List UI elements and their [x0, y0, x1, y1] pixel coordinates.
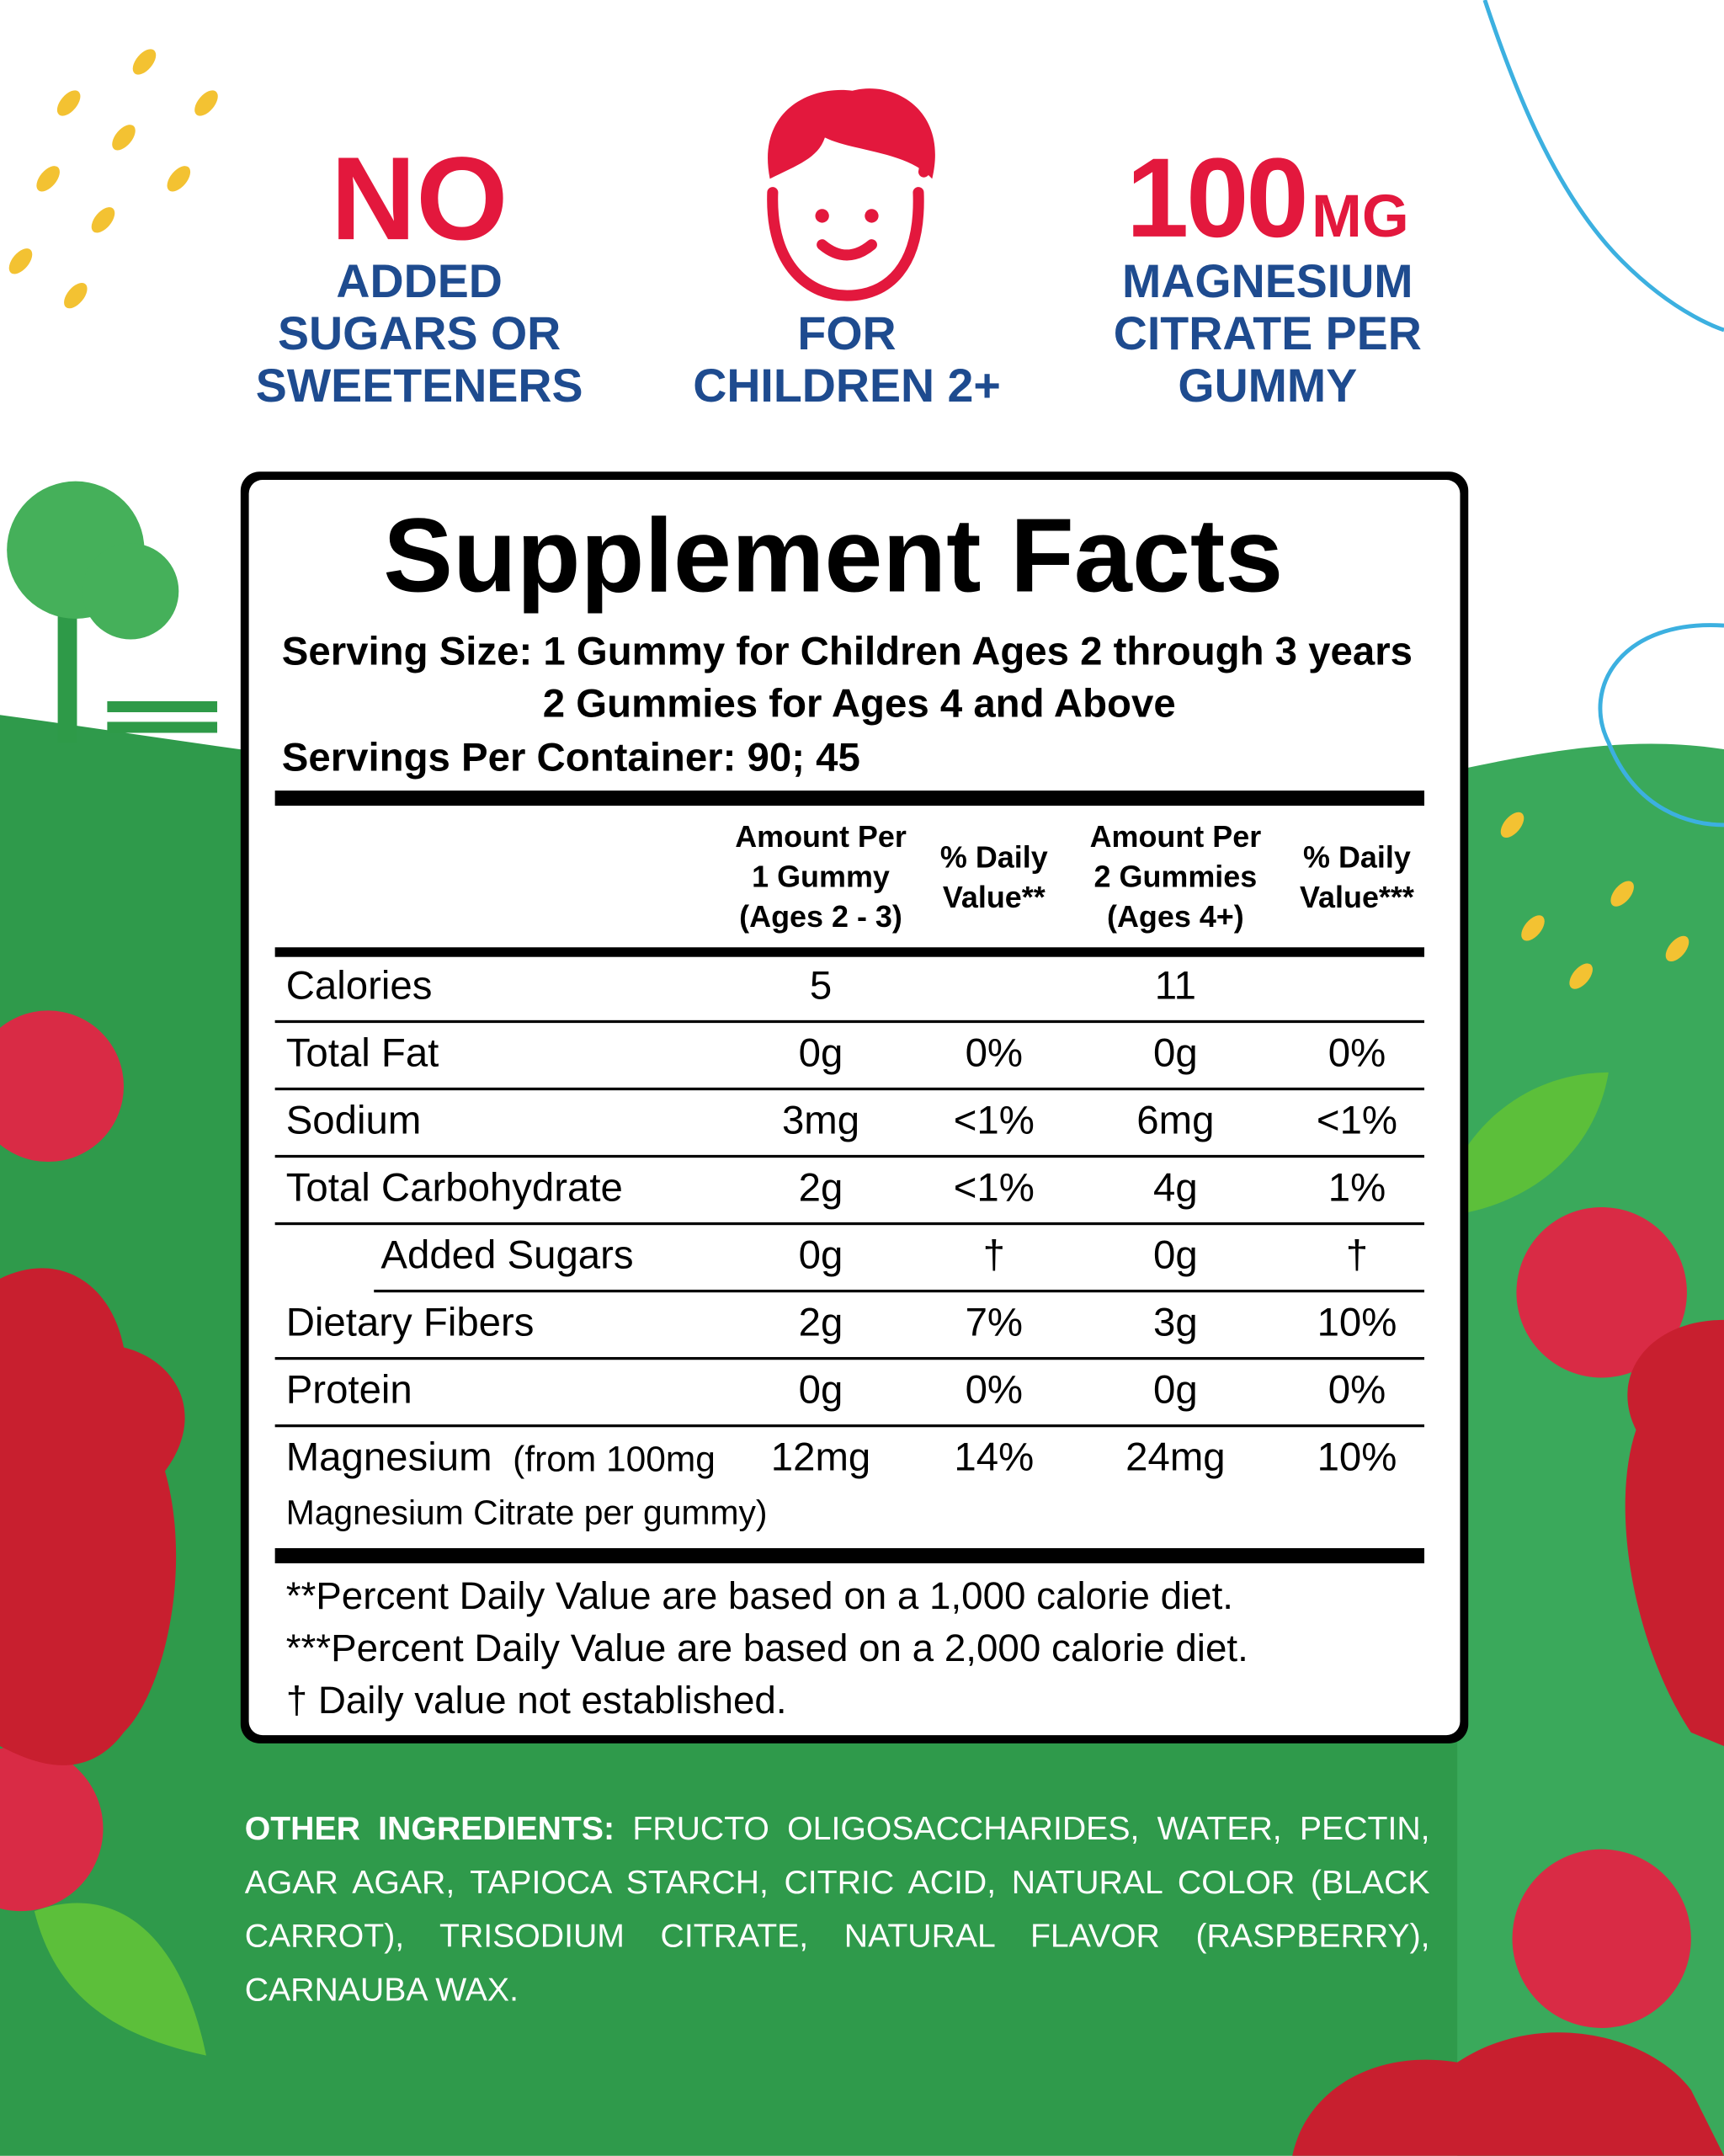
servings: Servings Per Container: 90; 45 [281, 736, 860, 780]
nutrient-value: 2g [798, 1166, 843, 1211]
column-header: Value** [942, 880, 1046, 915]
column-header: Value*** [1300, 880, 1414, 915]
column-header: (Ages 4+) [1107, 899, 1244, 934]
nutrient-value: 2g [798, 1301, 843, 1346]
column-header: % Daily [1303, 839, 1411, 875]
thick-rule [274, 791, 1424, 807]
serving-size: Serving Size: 1 Gummy for Children Ages … [281, 630, 1413, 675]
nutrient-value: 3g [1153, 1301, 1198, 1346]
nutrient-value: 0g [798, 1368, 843, 1413]
nutrient-value: 0% [1328, 1031, 1386, 1076]
nutrient-value: 11 [1154, 964, 1196, 1009]
nutrient-value: <1% [1316, 1099, 1398, 1144]
ingredients-text: FRUCTO OLIGOSACCHARIDES, WATER, PECTIN, … [244, 1810, 1430, 2010]
nutrient-value: 0% [965, 1031, 1024, 1076]
nutrient-value: 0g [1153, 1233, 1198, 1279]
nutrient-note: (from 100mg [513, 1438, 716, 1480]
nutrient-value: 7% [965, 1301, 1024, 1346]
nutrient-label: Sodium [285, 1099, 422, 1144]
nutrient-value: 4g [1153, 1166, 1198, 1211]
nutrient-value: <1% [953, 1099, 1035, 1144]
badge-number: 100 [1125, 136, 1309, 262]
nutrient-label: Total Fat [285, 1031, 439, 1076]
nutrient-label: Calories [285, 964, 433, 1009]
serving-size: 2 Gummies for Ages 4 and Above [542, 682, 1176, 727]
nutrient-label: Protein [285, 1368, 412, 1413]
nutrient-value: 5 [809, 964, 833, 1009]
badge-line: GUMMY [1178, 359, 1358, 413]
thick-rule [274, 1547, 1424, 1563]
ingredients-label: OTHER INGREDIENTS: [244, 1810, 615, 1849]
row-rule [274, 1424, 1424, 1428]
badge-line: CITRATE PER [1113, 307, 1422, 360]
row-rule [274, 1154, 1424, 1158]
nutrient-label: Dietary Fibers [285, 1301, 535, 1346]
nutrient-value: 6mg [1136, 1099, 1215, 1144]
nutrient-value: † [982, 1233, 1005, 1279]
badge-title: 100 MG [1126, 142, 1409, 256]
footnote: **Percent Daily Value are based on a 1,0… [285, 1574, 1234, 1617]
nutrient-value: 12mg [770, 1435, 871, 1481]
nutrient-value: <1% [953, 1166, 1035, 1211]
nutrient-value: 0g [798, 1031, 843, 1076]
nutrient-note: Magnesium Citrate per gummy) [285, 1493, 768, 1533]
nutrient-value: † [1345, 1233, 1369, 1279]
nutrient-value: 0g [1153, 1368, 1198, 1413]
badge-unit: MG [1312, 183, 1409, 251]
footnote: ***Percent Daily Value are based on a 2,… [285, 1626, 1248, 1669]
badge-title: NO [330, 133, 508, 266]
column-header: Amount Per [735, 819, 907, 854]
thick-rule [274, 947, 1424, 957]
column-header: % Daily [939, 839, 1048, 875]
nutrient-value: 0% [1328, 1368, 1386, 1413]
nutrient-label: Magnesium [285, 1435, 492, 1481]
nutrient-value: 3mg [781, 1099, 860, 1144]
badge-line: FOR [797, 307, 897, 360]
nutrient-label: Added Sugars [380, 1233, 634, 1279]
ingredients: OTHER INGREDIENTS: FRUCTO OLIGOSACCHARID… [245, 1802, 1430, 2017]
row-rule [274, 1019, 1424, 1024]
nutrient-label: Total Carbohydrate [285, 1166, 623, 1211]
badge-line: ADDED [336, 255, 503, 308]
nutrient-value: 14% [954, 1435, 1035, 1481]
row-rule [374, 1289, 1424, 1293]
nutrient-value: 24mg [1125, 1435, 1226, 1481]
column-header: Amount Per [1089, 819, 1262, 854]
nutrient-value: 0g [798, 1233, 843, 1279]
nutrient-value: 0g [1153, 1031, 1198, 1076]
column-header: (Ages 2 - 3) [739, 899, 902, 934]
facts-title: Supplement Facts [383, 498, 1284, 615]
row-rule [274, 1222, 1424, 1226]
column-header: 1 Gummy [752, 859, 890, 894]
nutrient-value: 0% [965, 1368, 1024, 1413]
footnote: † Daily value not established. [285, 1679, 787, 1722]
row-rule [274, 1087, 1424, 1091]
badge-line: SWEETENERS [255, 359, 583, 413]
badge-line: MAGNESIUM [1122, 255, 1413, 308]
badge-line: CHILDREN 2+ [693, 359, 1001, 413]
badge-line: SUGARS OR [277, 307, 561, 360]
nutrient-value: 10% [1317, 1435, 1397, 1481]
nutrient-value: 10% [1317, 1301, 1397, 1346]
row-rule [274, 1356, 1424, 1360]
nutrient-value: 1% [1328, 1166, 1386, 1211]
column-header: 2 Gummies [1093, 859, 1258, 894]
